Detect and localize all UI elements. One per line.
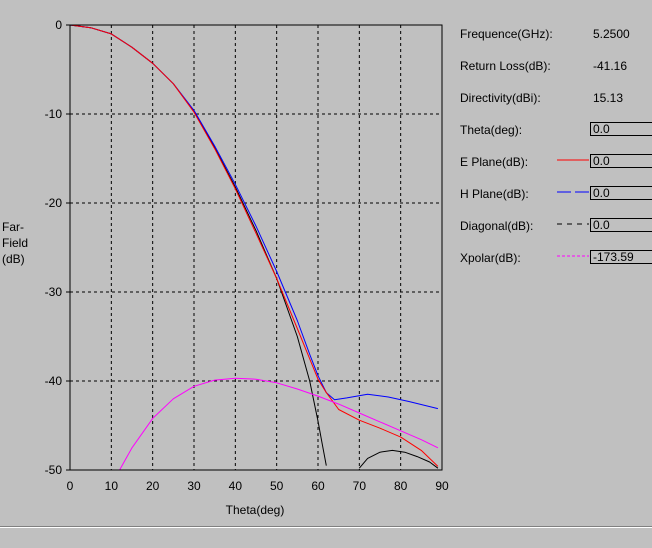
x-axis-label: Theta(deg) [225,503,285,517]
plot-area [70,25,442,470]
y-axis-label-text: Far- Field (dB) [2,220,29,266]
y-tick-label: -20 [45,196,63,210]
h-plane-field[interactable]: 0.0 [590,186,652,200]
series-e-plane-line [70,24,439,467]
y-tick-label: -10 [45,107,63,121]
series-xpolar-line [119,377,439,471]
h-plane-label: H Plane(dB): [460,187,529,201]
frequency-label: Frequence(GHz): [460,27,553,41]
x-tick-label: 30 [187,479,201,493]
x-tick-label: 0 [67,479,74,493]
diagonal-label: Diagonal(dB): [460,219,534,233]
y-tick-label: 0 [55,18,62,32]
xpolar-label: Xpolar(dB): [460,251,521,265]
x-tick-label: 90 [435,479,449,493]
x-tick-label: 10 [105,479,119,493]
bottom-divider-highlight [0,527,652,528]
y-tick-label: -30 [45,285,63,299]
y-axis-label: Far- Field (dB) [2,219,42,267]
y-tick-label: -50 [45,463,63,477]
return-loss-label: Return Loss(dB): [460,59,551,73]
diagonal-swatch [557,223,589,225]
frequency-value: 5.2500 [593,27,630,41]
return-loss-value: -41.16 [593,59,628,73]
directivity-label: Directivity(dBi): [460,91,541,105]
x-tick-label: 80 [394,479,408,493]
e-plane-label: E Plane(dB): [460,155,529,169]
x-tick-label: 50 [270,479,284,493]
x-tick-label: 60 [311,479,325,493]
series-diagonal-line [358,449,439,469]
x-tick-label: 20 [146,479,160,493]
xpolar-field[interactable]: -173.59 [590,250,652,264]
y-tick-label: -40 [45,374,63,388]
bottom-divider [0,526,652,527]
plot-frame [69,24,443,471]
theta-field[interactable]: 0.0 [590,122,652,136]
x-tick-label: 70 [353,479,367,493]
e-plane-field[interactable]: 0.0 [590,154,652,168]
theta-label: Theta(deg): [460,123,523,137]
diagonal-field[interactable]: 0.0 [590,218,652,232]
e-plane-swatch [557,159,589,161]
directivity-value: 15.13 [593,91,624,105]
xpolar-swatch [557,255,589,257]
h-plane-swatch [557,191,589,193]
x-tick-label: 40 [229,479,243,493]
